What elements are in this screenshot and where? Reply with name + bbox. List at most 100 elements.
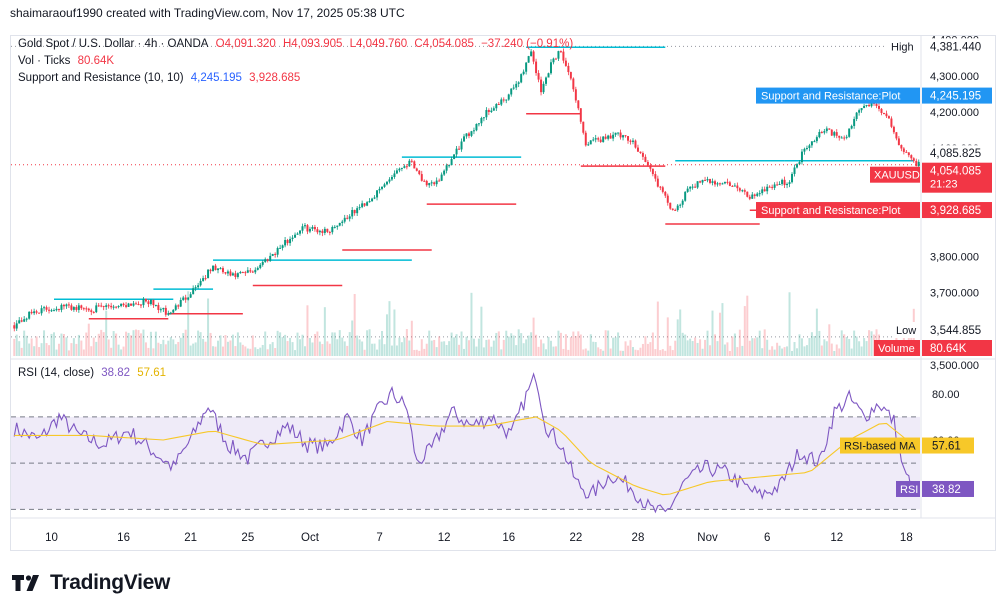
price-tick: 4,300.000 [930, 71, 979, 83]
volume-bar [584, 348, 587, 356]
rsi-legend[interactable]: RSI (14, close) 38.82 57.61 [18, 367, 170, 379]
volume-bar [366, 330, 369, 356]
candle-body [835, 132, 838, 136]
volume-bar [224, 335, 227, 356]
rsi-tag: RSI [900, 484, 918, 496]
volume-bar [214, 346, 217, 356]
volume-bar [229, 340, 232, 356]
candle-body [184, 297, 187, 300]
candle-body [57, 308, 60, 310]
candle-body [95, 305, 98, 313]
volume-bar [467, 340, 470, 356]
volume-bar [95, 341, 98, 356]
candle-body [256, 267, 259, 270]
volume-bar [162, 339, 165, 356]
symbol-legend[interactable]: Gold Spot / U.S. Dollar · 4h · OANDA O4,… [18, 38, 577, 50]
volume-bar [505, 330, 508, 356]
candle-body [221, 268, 224, 273]
rsi-tag-box [896, 480, 920, 497]
volume-bar [796, 348, 798, 356]
candle-body [582, 121, 585, 133]
volume-bar [351, 320, 354, 356]
volume-bar [661, 349, 664, 356]
volume-bar [475, 346, 478, 356]
volume-bar [90, 346, 93, 356]
volume-bar [130, 335, 133, 356]
candle-body [547, 73, 550, 78]
volume-bar [470, 292, 473, 356]
candle-body [674, 209, 677, 211]
candle-body [197, 285, 200, 288]
candle-body [723, 181, 726, 184]
volume-bar [112, 331, 115, 356]
volume-bar [577, 331, 580, 356]
last-value: 4,085.825 [930, 148, 981, 160]
volume-bar [221, 346, 224, 356]
candle-body [868, 104, 871, 107]
volume-bar [341, 337, 344, 356]
candle-body [644, 156, 647, 162]
volume-bar [30, 338, 33, 356]
symbol-title[interactable]: Gold Spot / U.S. Dollar · 4h · OANDA [18, 38, 209, 50]
candle-body [684, 191, 687, 201]
volume-bar [390, 345, 393, 356]
volume-bar [331, 332, 334, 356]
volume-bar [589, 334, 592, 356]
candle-body [895, 132, 898, 139]
candle-body [308, 228, 311, 232]
volume-bar [110, 347, 113, 356]
candle-body [15, 323, 18, 329]
time-tick: 16 [117, 532, 130, 544]
candle-body [477, 123, 480, 125]
candle-body [264, 259, 267, 262]
volume-bar [418, 350, 421, 356]
volume-bar [120, 349, 123, 356]
tradingview-logo[interactable]: TradingView [12, 571, 170, 595]
volume-bar [617, 332, 620, 356]
volume-bar [868, 330, 871, 356]
volume-bar [619, 350, 622, 356]
candle-body [808, 145, 811, 149]
chart-header: shaimaraouf1990 created with TradingView… [10, 6, 405, 20]
candle-body [624, 135, 627, 137]
candle-body [592, 139, 595, 141]
volume-bar [540, 339, 543, 356]
candle-body [53, 310, 55, 312]
sr-legend[interactable]: Support and Resistance (10, 10) 4,245.19… [18, 72, 304, 84]
candle-body [286, 239, 289, 244]
volume-bar [485, 339, 488, 356]
candle-body [917, 161, 920, 167]
volume-bar [761, 348, 764, 356]
candle-body [303, 225, 306, 227]
volume-bar [646, 343, 649, 356]
volume-bar [172, 339, 175, 356]
candle-body [125, 305, 128, 307]
candle-body [704, 179, 707, 181]
volume-bar [460, 331, 463, 356]
candle-body [691, 186, 694, 188]
candle-body [236, 273, 239, 277]
candle-body [589, 140, 592, 145]
volume-bar [659, 350, 662, 356]
rsi-value: 38.82 [932, 484, 961, 496]
volume-bar [284, 334, 287, 356]
candle-body [758, 193, 761, 195]
candle-body [803, 148, 806, 152]
volume-legend[interactable]: Vol · Ticks 80.64K [18, 55, 118, 67]
candle-body [597, 138, 600, 140]
candle-body [144, 298, 147, 302]
volume-bar [758, 330, 761, 356]
candle-body [202, 278, 205, 281]
volume-bar [815, 308, 818, 356]
volume-bar [77, 334, 80, 356]
volume-bar [535, 334, 538, 356]
volume-bar [415, 349, 418, 356]
volume-bar [35, 336, 38, 356]
volume-bar [313, 333, 316, 356]
volume-bar [557, 330, 560, 356]
candle-body [853, 118, 856, 126]
candles [13, 48, 920, 332]
volume-bar [67, 350, 70, 356]
volume-bar [306, 305, 309, 356]
